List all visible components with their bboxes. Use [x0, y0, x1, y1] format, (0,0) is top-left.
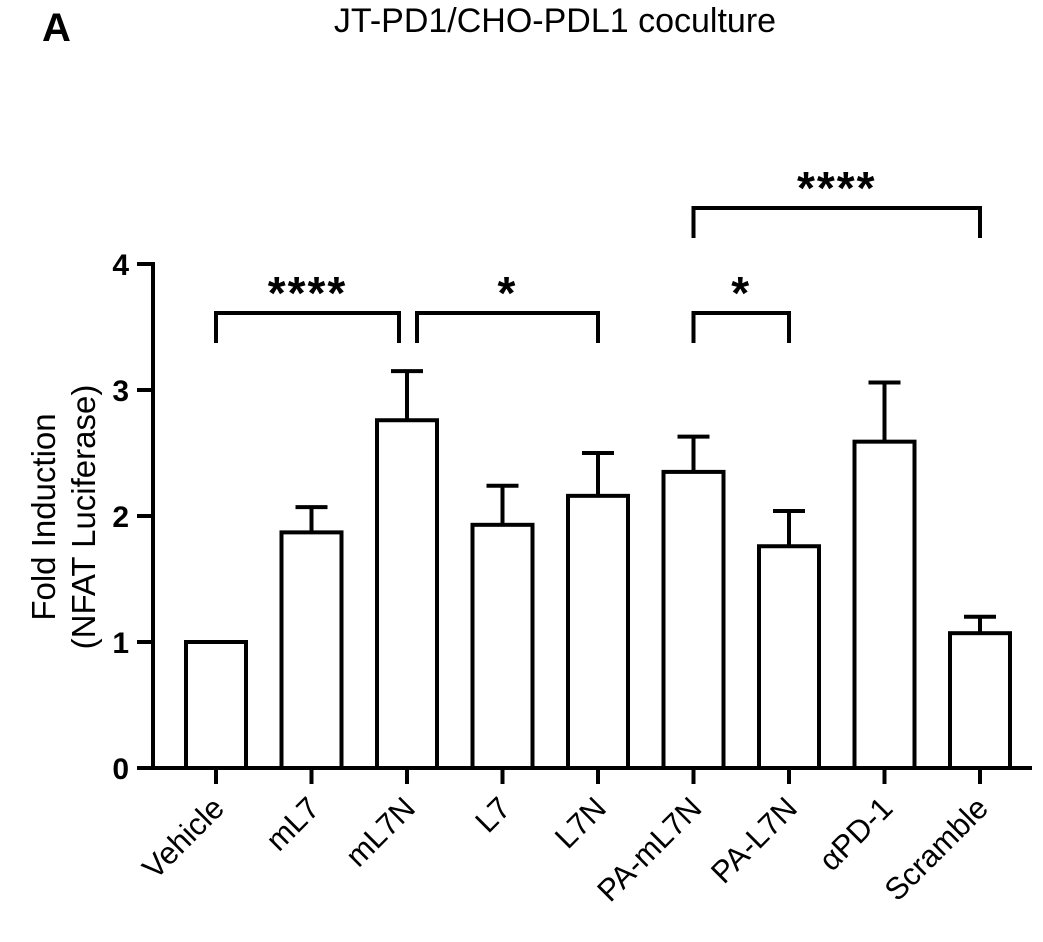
bar: [279, 530, 344, 770]
bar: [470, 522, 535, 770]
y-axis: 0 1 2 3 4: [112, 249, 155, 786]
significance-label: *: [731, 267, 751, 319]
x-tick-label: PA-L7N: [704, 790, 804, 890]
y-tick-label: 2: [112, 501, 129, 534]
significance-bracket: [415, 311, 600, 343]
x-tick-label: αPD-1: [812, 790, 899, 877]
significance-bracket: [214, 311, 401, 343]
bar: [852, 439, 917, 770]
significance-label: ****: [797, 162, 877, 214]
x-tick-label: mL7N: [339, 790, 422, 873]
y-axis-title-line2: (NFAT Luciferase): [65, 385, 102, 650]
y-tick-label: 4: [112, 249, 129, 282]
bars: [184, 369, 1012, 770]
x-tick-label: L7N: [548, 790, 613, 855]
x-tick-label: Scramble: [878, 790, 995, 907]
y-tick-label: 1: [112, 627, 129, 660]
bar: [566, 493, 630, 770]
significance-label: *: [498, 267, 518, 319]
y-tick-label: 0: [112, 753, 129, 786]
y-axis-title-line1: Fold Induction: [25, 413, 62, 620]
bar: [184, 640, 248, 770]
significance-label: ****: [268, 267, 348, 319]
significance-bracket: [691, 206, 982, 238]
significance-bracket: [691, 311, 791, 343]
x-tick-label: mL7: [259, 790, 326, 857]
bar: [375, 418, 439, 770]
y-tick-label: 3: [112, 375, 129, 408]
bar: [948, 631, 1012, 770]
chart-title: JT-PD1/CHO-PDL1 coculture: [333, 2, 777, 40]
significance-brackets: **** * *****: [214, 162, 982, 343]
x-tick-label: L7: [468, 790, 517, 839]
bar: [661, 469, 726, 770]
panel-label: A: [42, 6, 71, 50]
bar: [757, 544, 821, 770]
x-tick-label: Vehicle: [136, 790, 231, 885]
x-tick-label: PA-mL7N: [590, 790, 708, 908]
